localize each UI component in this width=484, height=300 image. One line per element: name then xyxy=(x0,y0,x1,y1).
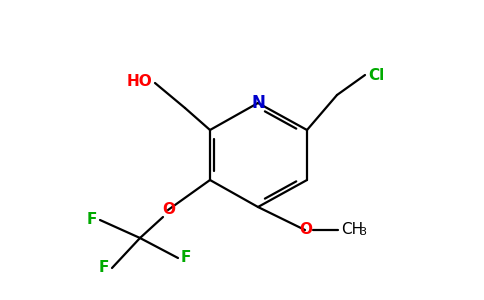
Text: F: F xyxy=(181,250,191,266)
Text: O: O xyxy=(300,223,313,238)
Text: F: F xyxy=(99,260,109,275)
Text: N: N xyxy=(251,94,265,112)
Text: O: O xyxy=(163,202,176,217)
Text: Cl: Cl xyxy=(368,68,384,82)
Text: CH: CH xyxy=(341,223,363,238)
Text: 3: 3 xyxy=(359,227,366,237)
Text: HO: HO xyxy=(126,74,152,88)
Text: F: F xyxy=(87,212,97,227)
